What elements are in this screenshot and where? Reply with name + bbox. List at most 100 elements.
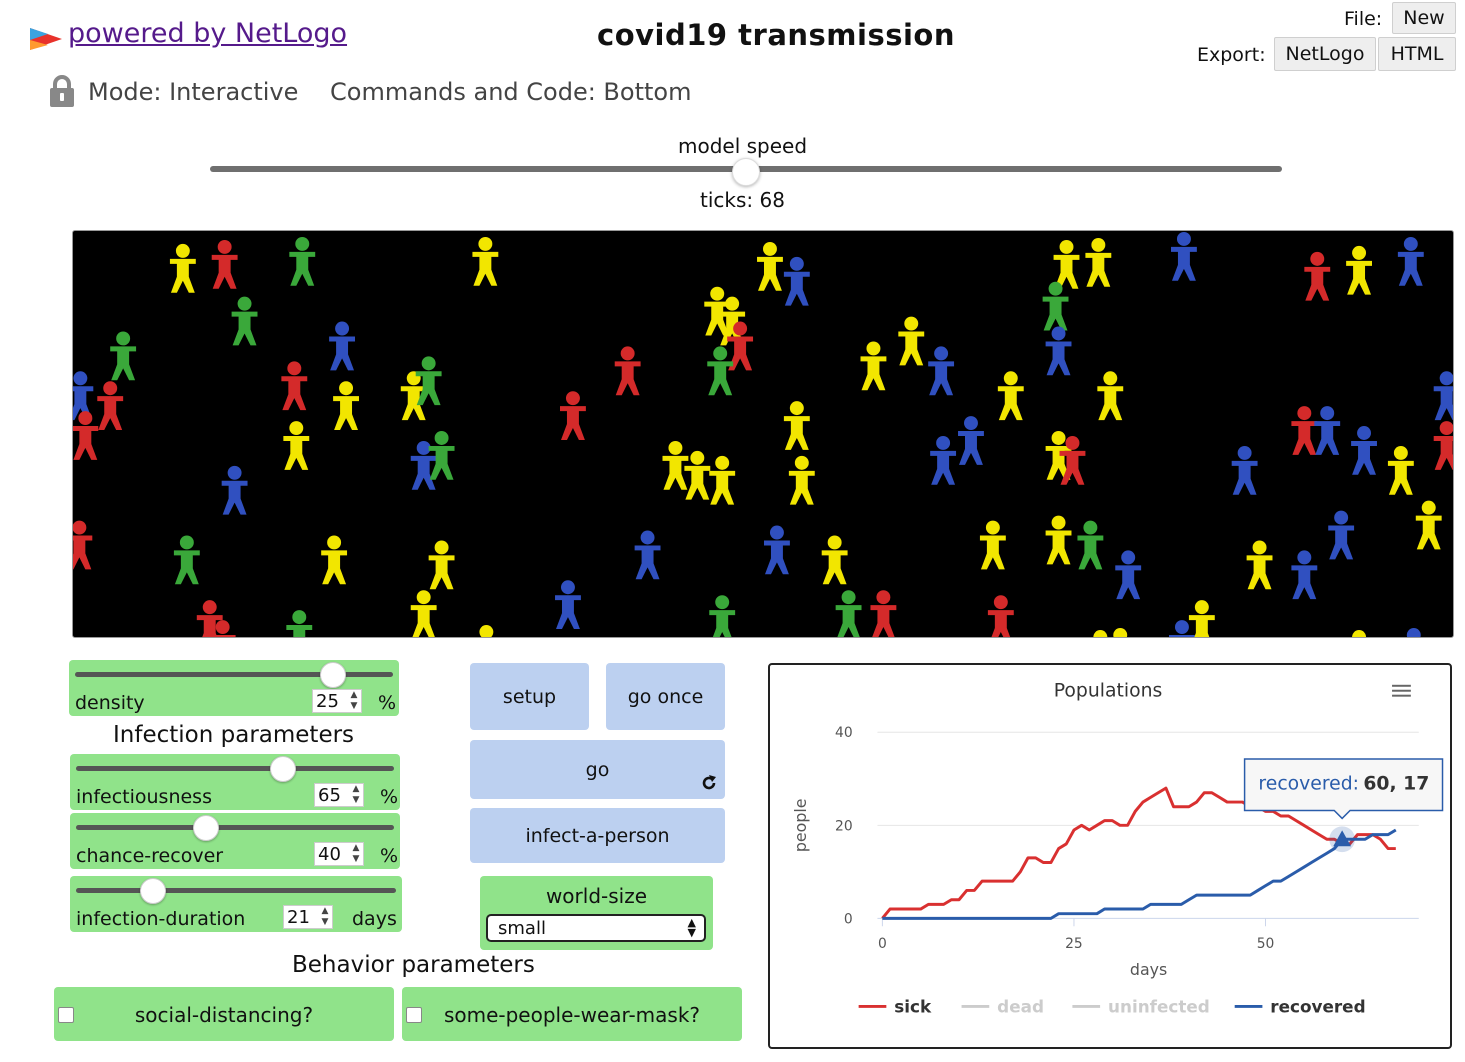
series-line-sick[interactable] — [881, 786, 1396, 920]
infection-duration-spinner-icon[interactable]: ▲ ▼ — [321, 906, 329, 927]
person-agent — [757, 241, 783, 291]
populations-chart[interactable]: Populations 0 20 40 0 25 50 days people recovered… — [770, 665, 1450, 1047]
mode-toggle[interactable]: Mode: Interactive — [88, 78, 299, 106]
populations-plot[interactable]: Populations 0 20 40 0 25 50 days people recovered… — [768, 663, 1452, 1049]
person-agent — [1059, 435, 1086, 485]
chart-menu-icon[interactable] — [1392, 684, 1411, 697]
series-line-recovered[interactable] — [882, 828, 1397, 920]
person-agent — [1397, 236, 1424, 286]
chance-recover-value-input[interactable]: 40 ▲ ▼ — [314, 842, 364, 866]
person-agent — [211, 239, 238, 289]
chance-recover-slider-track[interactable] — [76, 825, 394, 830]
density-slider-track[interactable] — [75, 672, 393, 677]
social-distancing-switch[interactable]: social-distancing? — [54, 987, 394, 1041]
person-agent — [472, 236, 499, 286]
person-agent — [110, 331, 137, 381]
x-tick-label: 0 — [878, 936, 887, 952]
person-agent — [930, 435, 957, 485]
person-agent — [860, 341, 887, 391]
chance-recover-slider[interactable]: chance-recover 40 ▲ ▼ % — [70, 813, 400, 869]
chance-recover-spinner-icon[interactable]: ▲ ▼ — [352, 843, 360, 864]
person-agent — [1113, 628, 1128, 637]
person-agent — [333, 381, 359, 431]
person-agent — [555, 580, 581, 630]
density-slider-thumb[interactable] — [319, 662, 346, 688]
wear-mask-switch[interactable]: some-people-wear-mask? — [402, 987, 742, 1041]
person-agent — [1093, 630, 1108, 637]
x-tick-label: 25 — [1065, 936, 1083, 952]
person-agent — [1045, 431, 1072, 480]
person-agent — [173, 535, 200, 585]
chance-recover-slider-thumb[interactable] — [193, 815, 220, 841]
powered-by-netlogo-link[interactable]: powered by NetLogo — [68, 18, 348, 49]
infectiousness-value-input[interactable]: 65 ▲ ▼ — [314, 783, 364, 807]
legend-item-sick[interactable]: sick — [858, 996, 932, 1016]
wear-mask-checkbox[interactable] — [406, 1007, 422, 1023]
infection-duration-slider-thumb[interactable] — [139, 878, 166, 904]
tooltip-value: 60, 17 — [1363, 774, 1429, 795]
infectiousness-slider[interactable]: infectiousness 65 ▲ ▼ % — [70, 754, 400, 810]
model-speed-label: model speed — [677, 134, 808, 158]
density-spinner-icon[interactable]: ▲ ▼ — [350, 690, 358, 711]
social-distancing-checkbox[interactable] — [58, 1007, 74, 1023]
legend-item-dead[interactable]: dead — [961, 996, 1044, 1016]
person-agent — [727, 321, 754, 371]
infection-duration-slider[interactable]: infection-duration 21 ▲ ▼ days — [70, 876, 402, 932]
infection-parameters-title: Infection parameters — [113, 722, 355, 748]
world-canvas[interactable] — [73, 231, 1453, 637]
person-agent — [221, 465, 248, 515]
person-agent — [97, 381, 124, 431]
person-agent — [958, 416, 984, 465]
infectiousness-slider-track[interactable] — [76, 766, 394, 771]
setup-button[interactable]: setup — [470, 663, 589, 730]
person-agent — [997, 371, 1024, 421]
legend-item-uninfected[interactable]: uninfected — [1072, 996, 1210, 1016]
lock-icon[interactable] — [48, 74, 76, 108]
select-arrows-icon: ▲ ▼ — [687, 916, 696, 939]
legend-label: sick — [894, 996, 932, 1016]
ticks-value: 68 — [759, 188, 785, 212]
person-agent — [614, 346, 641, 396]
person-agent — [1387, 445, 1414, 495]
density-value-input[interactable]: 25 ▲ ▼ — [312, 689, 362, 713]
infection-duration-slider-track[interactable] — [76, 888, 396, 893]
world-size-select[interactable]: small ▲ ▼ — [486, 914, 706, 942]
person-agent — [410, 440, 437, 490]
infectiousness-spinner-icon[interactable]: ▲ ▼ — [352, 784, 360, 805]
legend-item-recovered[interactable]: recovered — [1234, 996, 1366, 1016]
person-agent — [1433, 421, 1453, 470]
infect-a-person-button[interactable]: infect-a-person — [470, 808, 725, 863]
person-agent — [987, 595, 1014, 637]
person-agent — [662, 440, 689, 490]
infection-duration-value-input[interactable]: 21 ▲ ▼ — [283, 905, 333, 929]
new-file-button[interactable]: New — [1392, 2, 1456, 34]
legend-label: dead — [997, 996, 1044, 1016]
model-speed-thumb[interactable] — [732, 158, 760, 186]
infectiousness-unit: % — [380, 786, 399, 808]
go-forever-button[interactable]: go — [470, 740, 725, 799]
person-agent — [1077, 520, 1104, 570]
person-agent — [821, 535, 848, 585]
person-agent — [1188, 600, 1215, 637]
export-netlogo-button[interactable]: NetLogo — [1274, 37, 1376, 71]
commands-and-code-toggle[interactable]: Commands and Code: Bottom — [330, 78, 692, 106]
person-agent — [1246, 540, 1273, 590]
person-agent — [281, 361, 308, 411]
chance-recover-label: chance-recover — [76, 845, 224, 867]
chart-title: Populations — [1054, 681, 1163, 702]
infection-duration-value: 21 — [287, 906, 310, 928]
person-agent — [1085, 237, 1112, 287]
person-agent — [1328, 510, 1355, 560]
world-size-chooser[interactable]: world-size small ▲ ▼ — [480, 876, 713, 950]
x-axis-label: days — [1130, 960, 1167, 979]
world-size-selected-value: small — [498, 917, 546, 939]
go-once-button[interactable]: go once — [606, 663, 725, 730]
person-agent — [1053, 239, 1080, 289]
person-agent — [979, 520, 1006, 570]
density-slider[interactable]: density 25 ▲ ▼ % — [69, 660, 399, 716]
world-view[interactable] — [72, 230, 1454, 638]
infectiousness-slider-thumb[interactable] — [269, 756, 296, 782]
person-agent — [870, 590, 897, 637]
export-html-button[interactable]: HTML — [1378, 37, 1456, 71]
person-agent — [1415, 500, 1442, 550]
